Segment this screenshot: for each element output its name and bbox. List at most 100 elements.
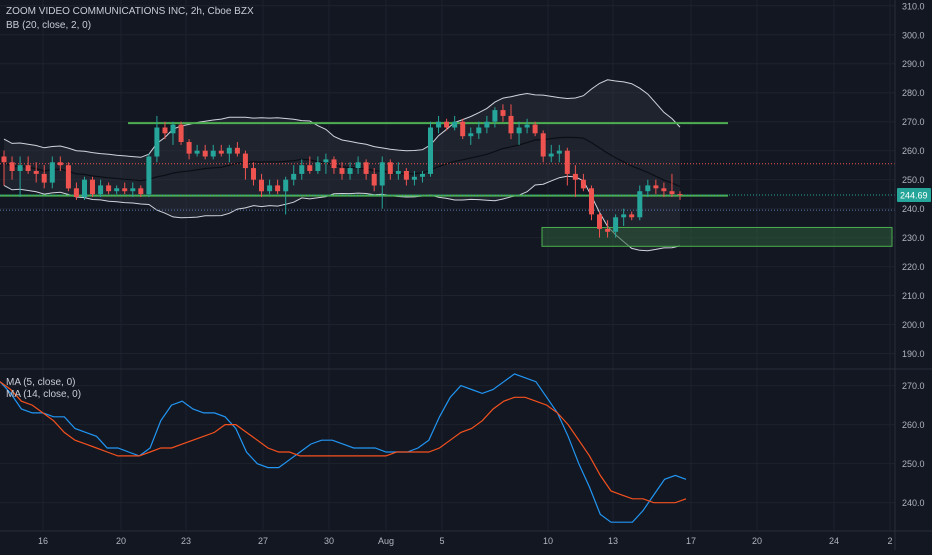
candle bbox=[677, 191, 683, 200]
candle bbox=[339, 162, 345, 180]
candle-body bbox=[524, 124, 530, 128]
candle-body bbox=[460, 121, 466, 137]
candle bbox=[275, 179, 281, 195]
candle bbox=[500, 104, 506, 122]
candle bbox=[154, 115, 160, 163]
candle bbox=[210, 144, 216, 160]
candle-body bbox=[98, 185, 104, 195]
y-tick-label: 260.0 bbox=[902, 420, 925, 430]
candle bbox=[202, 144, 208, 160]
candle-body bbox=[500, 110, 506, 116]
candle-body bbox=[106, 185, 112, 192]
candle bbox=[468, 127, 474, 145]
candle-body bbox=[669, 191, 675, 195]
candle bbox=[1, 150, 7, 186]
candle-body bbox=[589, 188, 594, 215]
candle bbox=[637, 185, 643, 221]
ma14-legend: MA (14, close, 0) bbox=[6, 389, 82, 400]
candle-body bbox=[218, 150, 224, 154]
candle bbox=[331, 156, 337, 174]
candle bbox=[597, 211, 602, 238]
candle-body bbox=[90, 179, 95, 195]
candle-body bbox=[122, 188, 128, 192]
candle-body bbox=[508, 115, 514, 134]
candle bbox=[548, 144, 554, 163]
candle bbox=[556, 144, 562, 163]
candle bbox=[17, 156, 23, 198]
candle-body bbox=[299, 165, 305, 174]
y-tick-label: 310.0 bbox=[902, 1, 925, 11]
candle bbox=[315, 156, 321, 174]
candle-body bbox=[65, 165, 71, 189]
y-tick-label: 200.0 bbox=[902, 320, 925, 330]
candle-body bbox=[259, 179, 264, 192]
y-tick-label: 230.0 bbox=[902, 233, 925, 243]
candle bbox=[194, 144, 200, 157]
level-drawings[interactable] bbox=[0, 122, 895, 247]
ma5-line bbox=[0, 373, 687, 523]
candle-body bbox=[130, 188, 136, 192]
candle-body bbox=[82, 179, 87, 198]
x-tick-label: 20 bbox=[116, 536, 126, 546]
candle bbox=[33, 162, 39, 183]
x-tick-label: 24 bbox=[829, 536, 839, 546]
candle bbox=[138, 185, 144, 198]
y-tick-label: 250.0 bbox=[902, 459, 925, 469]
y-tick-label: 290.0 bbox=[902, 59, 925, 69]
candle bbox=[532, 121, 538, 137]
candle-body bbox=[234, 147, 240, 154]
candle bbox=[162, 121, 168, 140]
candle-body bbox=[210, 150, 216, 157]
candle-body bbox=[363, 162, 369, 174]
candle-body bbox=[307, 165, 313, 171]
candle bbox=[65, 162, 71, 192]
candle bbox=[460, 118, 466, 140]
candle-body bbox=[339, 168, 345, 174]
candle-body bbox=[202, 150, 208, 157]
candle-body bbox=[114, 188, 120, 192]
x-tick-label: 13 bbox=[608, 536, 618, 546]
candle bbox=[186, 139, 192, 160]
candle-body bbox=[637, 191, 643, 218]
candle bbox=[106, 182, 112, 195]
candle bbox=[444, 118, 450, 131]
candle-body bbox=[677, 194, 683, 196]
candle-body bbox=[468, 133, 474, 137]
x-tick-label: Aug bbox=[378, 536, 394, 546]
candle bbox=[259, 173, 264, 198]
candle bbox=[49, 156, 55, 189]
candle-body bbox=[597, 214, 602, 229]
candle bbox=[452, 115, 458, 131]
candle-body bbox=[428, 127, 433, 174]
y-tick-label: 190.0 bbox=[902, 349, 925, 359]
candle bbox=[291, 165, 297, 186]
candle bbox=[267, 179, 273, 195]
candle bbox=[661, 182, 667, 198]
candle-body bbox=[395, 171, 401, 174]
candle bbox=[572, 165, 578, 198]
bb-upper bbox=[3, 79, 681, 158]
candle-body bbox=[162, 127, 168, 134]
candle-body bbox=[613, 217, 619, 232]
candle-body bbox=[267, 185, 273, 192]
candle-body bbox=[403, 171, 409, 180]
demand-zone[interactable] bbox=[541, 226, 893, 247]
candle-body bbox=[17, 165, 23, 171]
ma5-legend: MA (5, close, 0) bbox=[6, 377, 76, 388]
candle bbox=[613, 214, 619, 238]
candle-body bbox=[645, 185, 651, 192]
candle-body bbox=[564, 150, 570, 174]
y-tick-label: 250.0 bbox=[902, 175, 925, 185]
candle bbox=[605, 220, 611, 238]
candle-body bbox=[154, 127, 160, 157]
candle-body bbox=[629, 214, 635, 218]
candle-body bbox=[138, 188, 144, 195]
candle bbox=[403, 168, 409, 186]
x-tick-label: 30 bbox=[324, 536, 334, 546]
candle bbox=[57, 156, 63, 171]
candle bbox=[653, 179, 659, 195]
x-tick-label: 23 bbox=[181, 536, 191, 546]
